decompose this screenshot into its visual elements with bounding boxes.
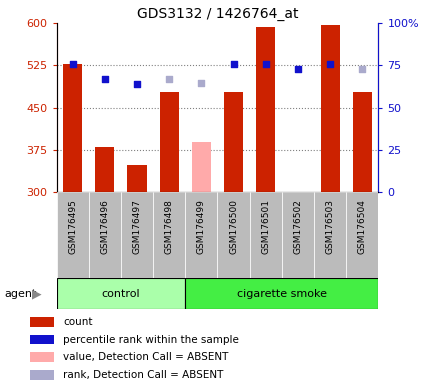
Bar	[256, 27, 275, 192]
Text: GSM176504: GSM176504	[357, 199, 366, 254]
Bar	[224, 92, 243, 192]
Point	[294, 66, 301, 72]
Point	[69, 61, 76, 67]
Bar	[89, 192, 121, 278]
Point	[358, 66, 365, 72]
Bar	[320, 25, 339, 192]
Text: GSM176501: GSM176501	[261, 199, 270, 254]
Bar	[217, 192, 249, 278]
Text: cigarette smoke: cigarette smoke	[237, 289, 326, 299]
Point	[230, 61, 237, 67]
Point	[165, 76, 172, 83]
Bar	[30, 370, 54, 380]
Bar	[95, 147, 114, 192]
Text: ▶: ▶	[32, 287, 42, 300]
Bar	[30, 335, 54, 344]
Text: agent: agent	[4, 289, 36, 299]
Bar	[56, 278, 185, 309]
Text: GSM176496: GSM176496	[100, 199, 109, 254]
Text: GSM176495: GSM176495	[68, 199, 77, 254]
Point	[101, 76, 108, 82]
Title: GDS3132 / 1426764_at: GDS3132 / 1426764_at	[136, 7, 298, 21]
Text: GSM176497: GSM176497	[132, 199, 141, 254]
Bar	[159, 92, 178, 192]
Text: GSM176502: GSM176502	[293, 199, 302, 254]
Bar	[63, 64, 82, 192]
Bar	[352, 92, 371, 192]
Bar	[185, 278, 378, 309]
Text: GSM176500: GSM176500	[229, 199, 237, 254]
Point	[197, 80, 204, 86]
Bar	[30, 353, 54, 362]
Bar	[127, 165, 146, 192]
Bar	[281, 192, 313, 278]
Point	[326, 61, 333, 67]
Bar	[345, 192, 378, 278]
Bar	[249, 192, 281, 278]
Text: value, Detection Call = ABSENT: value, Detection Call = ABSENT	[63, 353, 228, 362]
Bar	[185, 192, 217, 278]
Bar	[30, 317, 54, 327]
Bar	[191, 142, 210, 192]
Text: GSM176499: GSM176499	[197, 199, 205, 254]
Point	[133, 81, 140, 87]
Text: GSM176498: GSM176498	[164, 199, 173, 254]
Text: GSM176503: GSM176503	[325, 199, 334, 254]
Bar	[313, 192, 345, 278]
Bar	[153, 192, 185, 278]
Text: percentile rank within the sample: percentile rank within the sample	[63, 334, 238, 344]
Text: control: control	[102, 289, 140, 299]
Bar	[56, 192, 89, 278]
Bar	[121, 192, 153, 278]
Text: rank, Detection Call = ABSENT: rank, Detection Call = ABSENT	[63, 370, 223, 380]
Text: count: count	[63, 317, 92, 327]
Point	[262, 61, 269, 67]
